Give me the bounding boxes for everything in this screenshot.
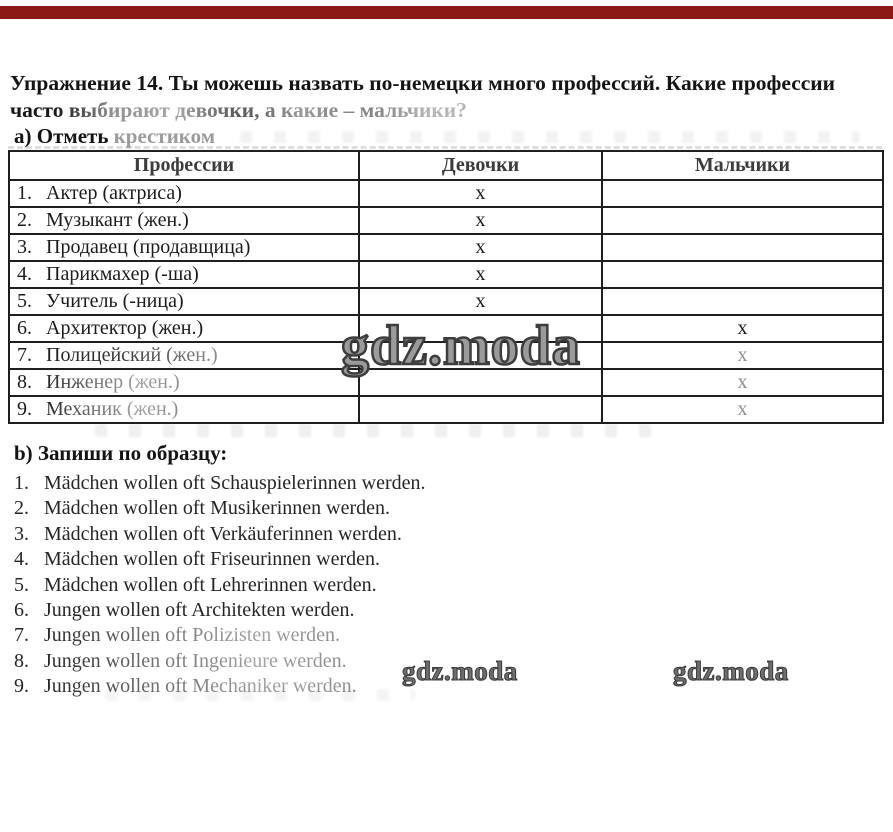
item-number: 6. [14, 599, 29, 622]
boys-mark-cell [601, 260, 884, 289]
row-number: 1. [17, 182, 32, 204]
girls-mark-cell: x [358, 287, 603, 316]
answer-list-item: 2. Mädchen wollen oft Musikerinnen werde… [14, 496, 874, 521]
scan-smudge [240, 131, 860, 143]
section-b-heading: b) Запиши по образцу: [14, 441, 228, 465]
item-number: 5. [14, 573, 29, 596]
row-number: 7. [17, 344, 32, 366]
girls-mark-cell: x [358, 260, 603, 289]
professions-table: Профессии Девочки Мальчики 1. Актер (акт… [8, 150, 884, 424]
item-text: Mädchen wollen oft Lehrerinnen werden. [44, 573, 377, 596]
profession-label: Музыкант (жен.) [46, 209, 189, 231]
answer-list-item: 9. Jungen wollen oft Mechaniker werden. [14, 674, 874, 699]
item-text: Mädchen wollen oft Schauspielerinnen wer… [44, 472, 426, 494]
row-number: 8. [17, 371, 32, 393]
table-body: 1. Актер (актриса) x 2. Музыкант (жен.) … [8, 179, 884, 424]
item-text: Mädchen wollen oft Friseurinnen werden. [44, 548, 381, 571]
answer-list-item: 7. Jungen wollen oft Polizisten werden. [14, 623, 874, 648]
item-text: Mädchen wollen oft Musikerinnen werden. [44, 497, 391, 520]
column-header-professions: Профессии [8, 150, 360, 181]
answer-list-item: 3. Mädchen wollen oft Verkäuferinnen wer… [14, 522, 874, 547]
boys-mark-cell [601, 287, 884, 316]
table-row: 7. Полицейский (жен.) x [8, 341, 884, 370]
profession-label: Продавец (продавщица) [46, 236, 251, 258]
row-number: 2. [17, 209, 32, 231]
profession-label: Архитектор (жен.) [46, 317, 204, 339]
item-text: Mädchen wollen oft Verkäuferinnen werden… [44, 522, 402, 545]
column-header-girls: Девочки [358, 150, 603, 181]
profession-label: Учитель (-ница) [46, 290, 184, 312]
item-number: 2. [14, 497, 29, 520]
item-text: Jungen wollen oft Architekten werden. [44, 599, 355, 622]
boys-mark-cell: x [601, 368, 884, 397]
answer-list-item: 1. Mädchen wollen oft Schauspielerinnen … [14, 471, 874, 496]
girls-mark-cell: x [358, 179, 603, 208]
table-header-row: Профессии Девочки Мальчики [8, 150, 884, 181]
boys-mark-cell: x [601, 314, 884, 343]
item-number: 1. [14, 472, 29, 494]
scan-smudge [95, 424, 655, 437]
answer-list-item: 5. Mädchen wollen oft Lehrerinnen werden… [14, 573, 874, 598]
section-a-label-faded: крестиком [113, 124, 216, 148]
section-a-label: а) Отметь крестиком [14, 124, 215, 149]
answer-list: 1. Mädchen wollen oft Schauspielerinnen … [14, 471, 874, 700]
column-header-boys: Мальчики [601, 150, 884, 181]
table-row: 2. Музыкант (жен.) x [8, 206, 884, 235]
boys-mark-cell [601, 179, 884, 208]
scan-smudge [105, 689, 415, 701]
profession-label: Инженер (жен.) [46, 371, 180, 393]
girls-mark-cell [358, 395, 603, 424]
table-row: 1. Актер (актриса) x [8, 179, 884, 208]
watermark-small-right: gdz.moda [672, 655, 789, 686]
item-text: Jungen wollen oft Mechaniker werden. [44, 674, 357, 699]
boys-mark-cell [601, 233, 884, 262]
table-row: 5. Учитель (-ница) x [8, 287, 884, 316]
exercise-title-line1: Упражнение 14. Ты можешь назвать по-неме… [10, 71, 836, 95]
row-number: 3. [17, 236, 32, 258]
answer-list-item: 6. Jungen wollen oft Architekten werden. [14, 598, 874, 623]
girls-mark-cell [358, 368, 603, 397]
site-top-bar [0, 6, 893, 19]
profession-label: Актер (актриса) [46, 182, 182, 204]
girls-mark-cell: x [358, 206, 603, 235]
watermark-small-left: gdz.moda [401, 655, 518, 686]
row-number: 6. [17, 317, 32, 339]
girls-mark-cell [358, 341, 603, 370]
table-row: 8. Инженер (жен.) x [8, 368, 884, 397]
profession-label: Механик (жен.) [46, 398, 179, 420]
item-text: Jungen wollen oft Polizisten werden. [44, 623, 340, 648]
item-number: 3. [14, 522, 29, 545]
table-row: 9. Механик (жен.) x [8, 395, 884, 424]
item-number: 4. [14, 548, 29, 571]
profession-label: Парикмахер (-ша) [46, 263, 199, 285]
answer-list-item: 8. Jungen wollen oft Ingenieure werden. [14, 649, 874, 674]
item-number: 8. [14, 649, 29, 672]
table-row: 4. Парикмахер (-ша) x [8, 260, 884, 289]
boys-mark-cell: x [601, 341, 884, 370]
boys-mark-cell: x [601, 395, 884, 424]
row-number: 5. [17, 290, 32, 312]
row-number: 9. [17, 398, 32, 420]
boys-mark-cell [601, 206, 884, 235]
section-a-label-dark: а) Отметь [14, 124, 114, 148]
item-number: 7. [14, 624, 29, 647]
answer-list-item: 4. Mädchen wollen oft Friseurinnen werde… [14, 547, 874, 572]
table-row: 6. Архитектор (жен.) x [8, 314, 884, 343]
scan-artifact-line [8, 146, 882, 149]
row-number: 4. [17, 263, 32, 285]
profession-label: Полицейский (жен.) [46, 344, 218, 366]
item-text: Jungen wollen oft Ingenieure werden. [44, 649, 347, 674]
table-row: 3. Продавец (продавщица) x [8, 233, 884, 262]
girls-mark-cell: x [358, 233, 603, 262]
girls-mark-cell [358, 314, 603, 343]
section-b: b) Запиши по образцу: 1. Mädchen wollen … [14, 441, 874, 700]
item-number: 9. [14, 675, 29, 698]
exercise-title: Упражнение 14. Ты можешь назвать по-неме… [10, 70, 878, 123]
exercise-title-line2: часто выбирают девочки, а какие – мальчи… [10, 97, 467, 122]
watermark-large: gdz.moda [340, 315, 581, 377]
